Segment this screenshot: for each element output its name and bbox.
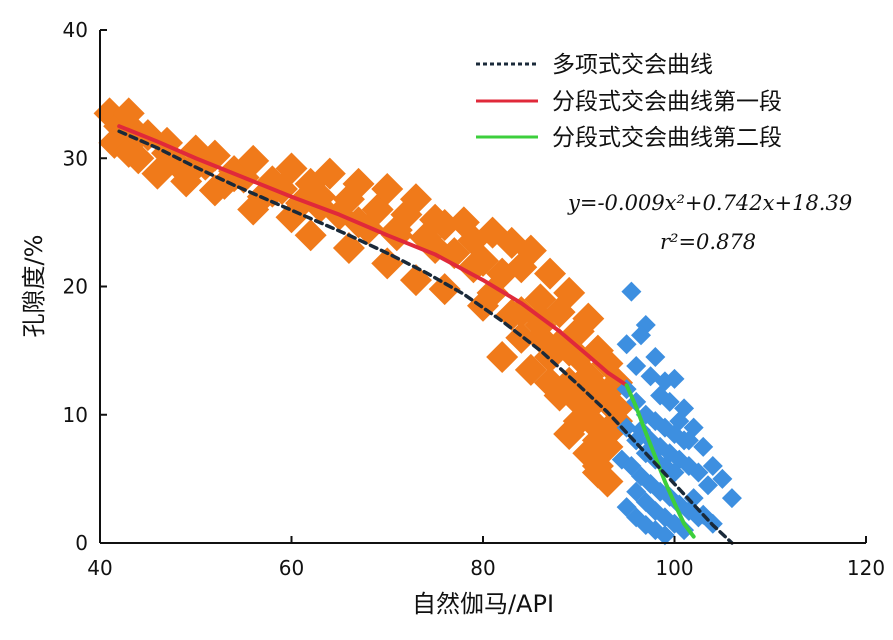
orange-data-point xyxy=(419,232,452,265)
orange-data-point xyxy=(371,173,404,206)
orange-data-point xyxy=(514,234,547,267)
y-tick-label: 10 xyxy=(63,403,88,427)
blue-data-point xyxy=(654,525,675,546)
y-tick-label: 0 xyxy=(75,531,88,555)
r-squared-annotation: r²=0.878 xyxy=(660,230,756,254)
blue-data-point xyxy=(664,462,685,483)
segment-two-curve xyxy=(624,383,696,539)
blue-data-point xyxy=(630,325,651,346)
x-tick-label: 60 xyxy=(279,556,304,580)
blue-data-point xyxy=(683,488,704,509)
orange-data-point xyxy=(428,208,461,241)
blue-scatter-series xyxy=(611,281,742,546)
orange-data-point xyxy=(591,465,624,498)
polynomial-curve xyxy=(117,129,734,545)
orange-data-point xyxy=(457,251,490,284)
blue-data-point xyxy=(626,356,647,377)
axes: 40 60 80 100 120 0 10 20 30 40 xyxy=(63,18,886,580)
orange-data-point xyxy=(294,219,327,252)
orange-data-point xyxy=(122,142,155,175)
blue-data-point xyxy=(674,520,695,541)
blue-data-point xyxy=(645,347,666,368)
x-ticks: 40 60 80 100 120 xyxy=(87,536,885,580)
segment-one-curve xyxy=(117,124,629,388)
y-tick-label: 20 xyxy=(63,275,88,299)
x-tick-label: 40 xyxy=(87,556,112,580)
curve-lines xyxy=(117,124,734,545)
orange-data-point xyxy=(371,247,404,280)
legend: 多项式交会曲线 分段式交会曲线第一段 分段式交会曲线第二段 xyxy=(476,52,782,151)
plot-area xyxy=(93,97,742,546)
blue-data-point xyxy=(712,468,733,489)
orange-data-point xyxy=(534,257,567,290)
blue-data-point xyxy=(693,436,714,457)
blue-data-point xyxy=(664,368,685,389)
orange-data-point xyxy=(553,417,586,450)
orange-data-point xyxy=(237,193,270,226)
y-tick-label: 40 xyxy=(63,18,88,42)
blue-data-point xyxy=(674,430,695,451)
blue-data-point xyxy=(702,456,723,477)
blue-data-point xyxy=(698,475,719,496)
orange-data-point xyxy=(524,308,557,341)
orange-data-point xyxy=(313,157,346,190)
y-ticks: 0 10 20 30 40 xyxy=(63,18,107,555)
orange-data-point xyxy=(218,160,251,193)
orange-data-point xyxy=(332,232,365,265)
blue-data-point xyxy=(621,281,642,302)
legend-label-segment-two: 分段式交会曲线第二段 xyxy=(552,125,782,151)
orange-data-point xyxy=(572,302,605,335)
blue-data-point xyxy=(616,497,637,518)
x-axis-title: 自然伽马/API xyxy=(412,590,554,618)
orange-data-point xyxy=(581,424,614,457)
orange-data-point xyxy=(237,144,270,177)
blue-data-point xyxy=(721,488,742,509)
legend-label-polynomial: 多项式交会曲线 xyxy=(552,52,713,78)
orange-data-point xyxy=(399,183,432,216)
x-tick-label: 120 xyxy=(847,556,885,580)
y-tick-label: 30 xyxy=(63,146,88,170)
blue-data-point xyxy=(616,334,637,355)
orange-data-point xyxy=(198,174,231,207)
blue-data-point xyxy=(659,391,680,412)
orange-data-point xyxy=(476,276,509,309)
orange-data-point xyxy=(428,273,461,306)
orange-data-point xyxy=(275,152,308,185)
orange-data-point xyxy=(553,334,586,367)
orange-data-point xyxy=(275,201,308,234)
y-axis-title: 孔隙度/% xyxy=(20,235,48,338)
orange-data-point xyxy=(553,276,586,309)
blue-data-point xyxy=(616,417,637,438)
equation-annotation: y=-0.009x²+0.742x+18.39 xyxy=(567,191,852,215)
orange-data-point xyxy=(342,167,375,200)
orange-data-point xyxy=(486,341,519,374)
x-tick-label: 80 xyxy=(470,556,495,580)
orange-data-point xyxy=(534,366,567,399)
blue-data-point xyxy=(688,462,709,483)
x-tick-label: 100 xyxy=(655,556,693,580)
legend-label-segment-one: 分段式交会曲线第一段 xyxy=(552,89,782,115)
